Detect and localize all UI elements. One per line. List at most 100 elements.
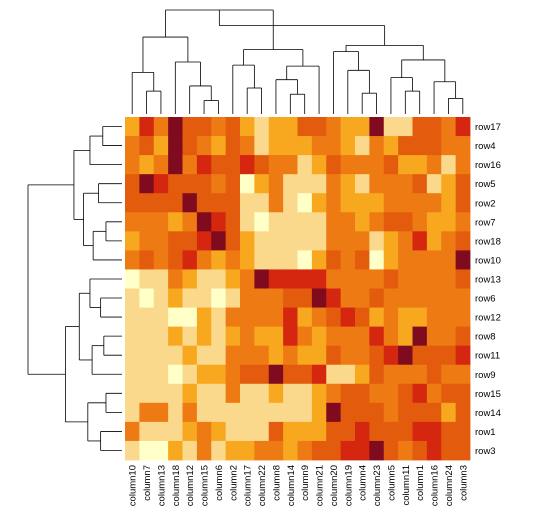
heatmap-cell xyxy=(196,269,212,289)
row-label: row17 xyxy=(475,122,501,133)
heatmap-cell xyxy=(426,117,442,137)
heatmap-cell xyxy=(254,307,270,328)
row-label: row14 xyxy=(475,408,501,419)
heatmap-cell xyxy=(268,421,284,442)
heatmap-cell xyxy=(182,421,198,442)
heatmap-cell xyxy=(225,117,241,137)
heatmap-cell xyxy=(426,288,442,308)
heatmap-cell xyxy=(254,402,270,423)
heatmap-cell xyxy=(412,364,428,385)
heatmap-cell xyxy=(311,364,327,385)
heatmap-cell xyxy=(340,231,356,251)
heatmap-cell xyxy=(369,193,385,213)
heatmap-cell xyxy=(182,402,198,423)
heatmap-cell xyxy=(196,231,212,251)
heatmap-cell xyxy=(168,250,183,270)
heatmap-cell xyxy=(283,288,298,308)
heatmap-cell xyxy=(182,364,198,385)
heatmap-cell xyxy=(340,440,356,461)
heatmap-cell xyxy=(355,155,370,175)
heatmap-cell xyxy=(441,288,457,308)
heatmap-cell xyxy=(383,326,399,347)
heatmap-cell xyxy=(211,212,227,232)
heatmap-cell xyxy=(340,212,356,232)
heatmap-cell xyxy=(240,345,255,366)
heatmap-cell xyxy=(355,174,370,194)
heatmap-cell xyxy=(153,364,169,385)
heatmap-cell xyxy=(268,345,284,366)
heatmap-cell xyxy=(383,402,399,423)
heatmap-cell xyxy=(383,440,399,461)
heatmap-cell xyxy=(297,402,313,423)
heatmap-cell xyxy=(383,231,399,251)
heatmap-cell xyxy=(283,269,298,289)
heatmap-cell xyxy=(398,345,413,366)
heatmap-cell xyxy=(211,440,227,461)
heatmap-cell xyxy=(153,117,169,137)
heatmap-cell xyxy=(441,212,457,232)
heatmap-cell xyxy=(383,193,399,213)
heatmap-cell xyxy=(196,117,212,137)
heatmap-cell xyxy=(369,155,385,175)
heatmap-cell xyxy=(326,193,342,213)
heatmap-cell xyxy=(168,288,183,308)
heatmap-cell xyxy=(326,269,342,289)
heatmap-cell xyxy=(211,421,227,442)
heatmap-cell xyxy=(441,231,457,251)
heatmap-cell xyxy=(240,383,255,404)
heatmap-cell xyxy=(153,421,169,442)
heatmap-cell xyxy=(369,231,385,251)
heatmap-cell xyxy=(369,383,385,404)
heatmap-cell xyxy=(369,136,385,156)
heatmap-cell xyxy=(355,383,370,404)
heatmap-cell xyxy=(426,364,442,385)
heatmap-cell xyxy=(125,345,140,366)
heatmap-cell xyxy=(398,212,413,232)
heatmap-cell xyxy=(340,364,356,385)
heatmap-cell xyxy=(455,402,471,423)
heatmap-cell xyxy=(441,326,457,347)
heatmap-cell xyxy=(153,174,169,194)
row-label: row5 xyxy=(475,179,496,190)
heatmap-cell xyxy=(441,136,457,156)
heatmap-cell xyxy=(311,440,327,461)
heatmap-cell xyxy=(182,440,198,461)
heatmap-cell xyxy=(455,212,471,232)
heatmap-cell xyxy=(168,307,183,328)
heatmap-cell xyxy=(225,155,241,175)
heatmap-cell xyxy=(225,288,241,308)
row-label: row4 xyxy=(475,141,496,152)
heatmap-cell xyxy=(268,250,284,270)
heatmap-cell xyxy=(268,231,284,251)
heatmap-cell xyxy=(297,117,313,137)
heatmap-cell xyxy=(139,326,155,347)
heatmap-cell xyxy=(455,193,471,213)
heatmap-cell xyxy=(268,155,284,175)
heatmap-cell xyxy=(153,193,169,213)
heatmap-cell xyxy=(153,269,169,289)
row-dendrogram xyxy=(27,126,122,451)
heatmap-cell xyxy=(340,174,356,194)
heatmap-cell xyxy=(455,117,471,137)
heatmap-cell xyxy=(426,307,442,328)
heatmap-cell xyxy=(326,136,342,156)
column-label: column10 xyxy=(128,465,139,506)
heatmap-cell xyxy=(254,326,270,347)
heatmap-cell xyxy=(297,155,313,175)
heatmap-cell xyxy=(139,288,155,308)
heatmap-cell xyxy=(398,136,413,156)
heatmap-cell xyxy=(168,364,183,385)
heatmap-cell xyxy=(283,402,298,423)
heatmap-cell xyxy=(168,136,183,156)
heatmap-cell xyxy=(268,326,284,347)
heatmap-cell xyxy=(398,117,413,137)
heatmap-cell xyxy=(311,421,327,442)
heatmap-cell xyxy=(225,212,241,232)
heatmap-cell xyxy=(254,231,270,251)
heatmap-cell xyxy=(196,155,212,175)
heatmap-cell xyxy=(355,212,370,232)
column-label: column4 xyxy=(358,465,369,501)
heatmap-cell xyxy=(297,193,313,213)
heatmap-cell xyxy=(196,440,212,461)
heatmap-cell xyxy=(225,174,241,194)
